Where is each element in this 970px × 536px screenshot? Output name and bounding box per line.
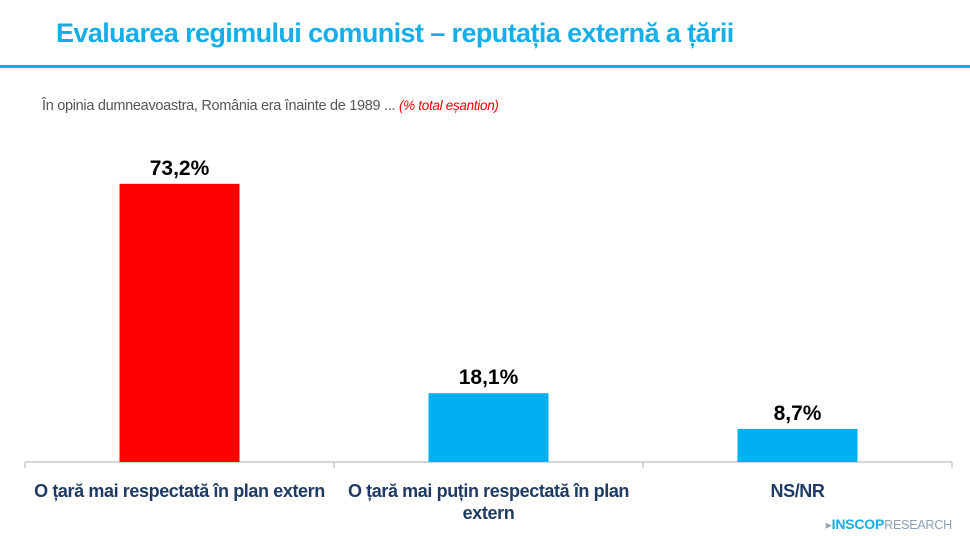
category-label: O țară mai respectată în plan extern <box>34 481 325 501</box>
data-label: 73,2% <box>150 157 210 180</box>
bar <box>428 393 549 462</box>
data-label: 8,7% <box>774 402 822 425</box>
chart-question: În opinia dumneavoastra, România era îna… <box>42 98 499 114</box>
sample-note: (% total eșantion) <box>398 98 499 113</box>
question-text: În opinia dumneavoastra, România era îna… <box>42 98 396 114</box>
bar <box>737 428 858 462</box>
data-label: 18,1% <box>459 366 519 389</box>
category-label: O țară mai puțin respectată în plan exte… <box>347 481 630 523</box>
page-title: Evaluarea regimului comunist – reputația… <box>56 18 734 48</box>
title-divider <box>0 65 970 68</box>
category-label: NS/NR <box>770 481 825 501</box>
inscop-logo: ▸INSCOPRESEARCH <box>825 516 953 532</box>
bar <box>119 183 240 462</box>
